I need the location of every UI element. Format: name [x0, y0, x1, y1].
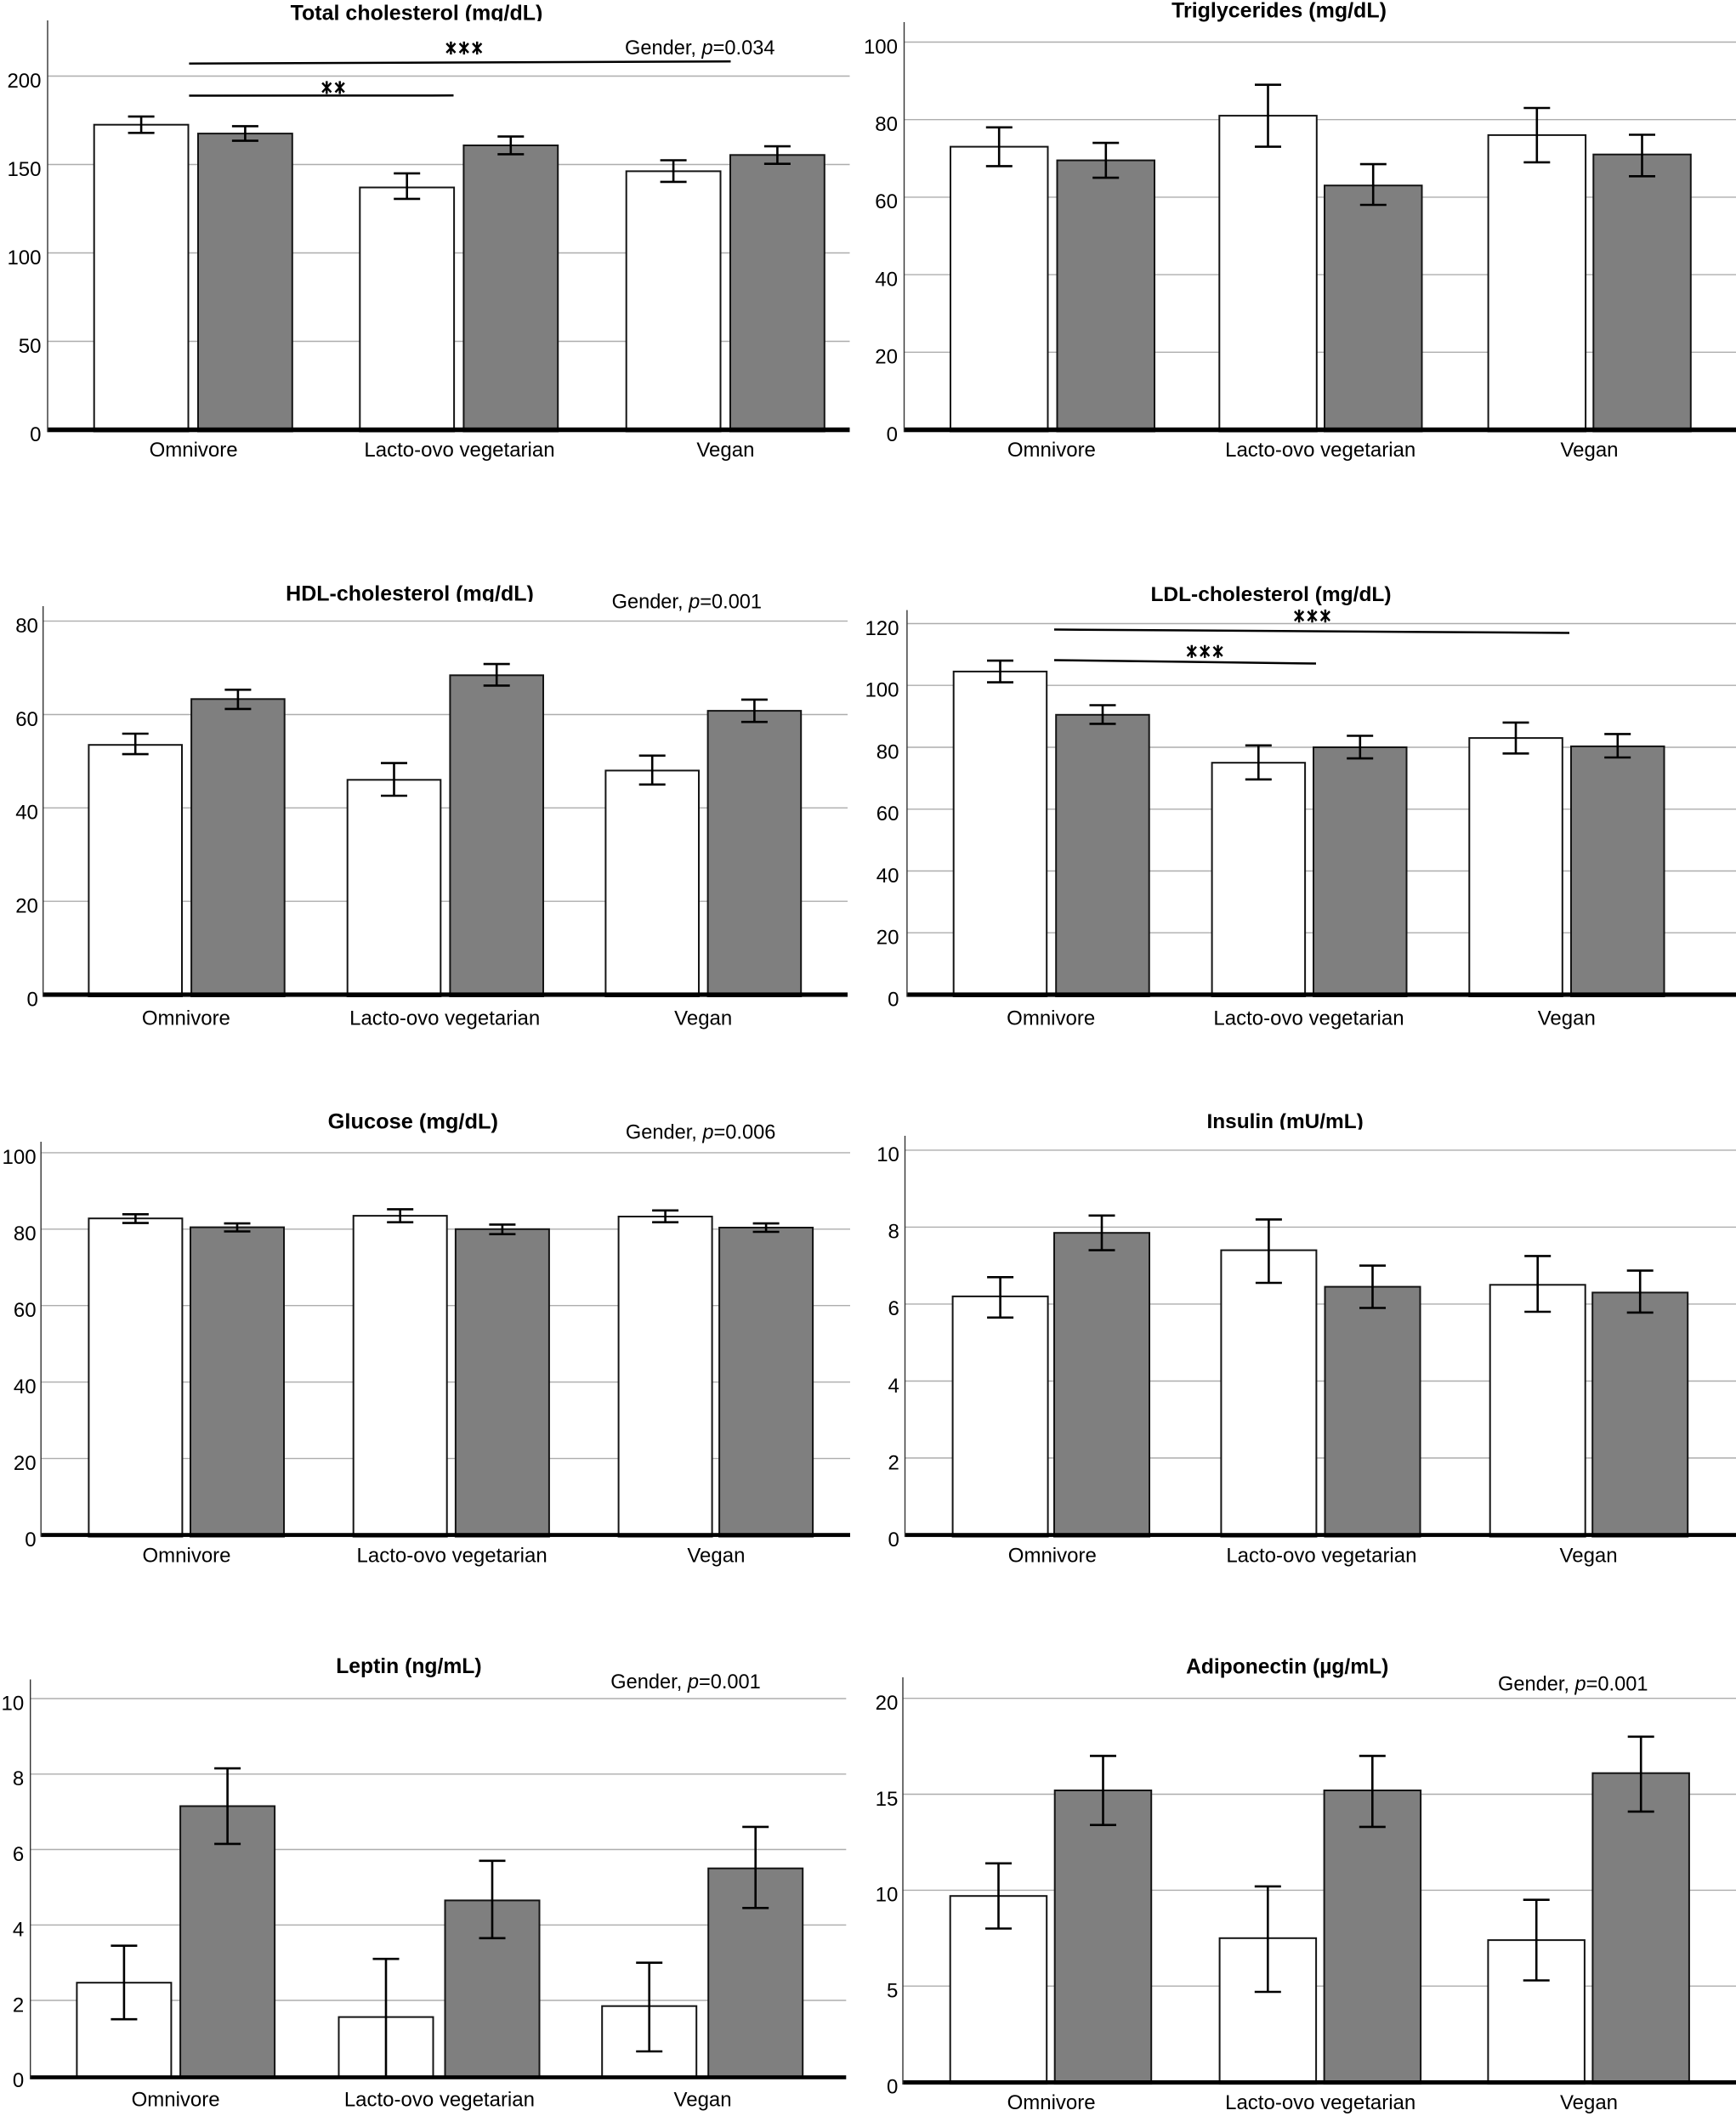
svg-text:2: 2: [13, 1994, 24, 2017]
svg-text:Lacto-ovo vegetarian: Lacto-ovo vegetarian: [1213, 1007, 1404, 1030]
svg-text:80: 80: [877, 740, 899, 763]
svg-text:100: 100: [865, 679, 899, 702]
svg-text:Gender, p=0.006: Gender, p=0.006: [626, 1121, 775, 1143]
svg-text:Vegan: Vegan: [687, 1545, 745, 1568]
svg-text:80: 80: [14, 1223, 37, 1245]
svg-text:Gender, p=0.034: Gender, p=0.034: [625, 37, 774, 60]
svg-text:2: 2: [888, 1451, 899, 1474]
svg-text:Lacto-ovo vegetarian: Lacto-ovo vegetarian: [344, 2088, 535, 2111]
svg-text:20: 20: [14, 1452, 37, 1475]
svg-text:Omnivore: Omnivore: [150, 439, 238, 462]
svg-text:Omnivore: Omnivore: [1007, 1007, 1095, 1030]
svg-text:Omnivore: Omnivore: [142, 1007, 230, 1030]
svg-text:200: 200: [7, 70, 41, 93]
svg-text:Vegan: Vegan: [1560, 439, 1618, 462]
svg-text:Lacto-ovo vegetarian: Lacto-ovo vegetarian: [1226, 1545, 1416, 1568]
svg-text:4: 4: [888, 1375, 899, 1398]
svg-text:10: 10: [876, 1884, 899, 1907]
svg-text:0: 0: [887, 2075, 898, 2098]
svg-text:Triglycerides (mg/dL): Triglycerides (mg/dL): [1172, 0, 1387, 23]
svg-text:Gender, p=0.001: Gender, p=0.001: [1498, 1674, 1648, 1696]
svg-text:8: 8: [13, 1767, 24, 1790]
svg-text:6: 6: [888, 1297, 899, 1320]
svg-text:100: 100: [3, 1146, 37, 1169]
svg-text:10: 10: [1, 1692, 24, 1715]
svg-text:5: 5: [887, 1980, 898, 2003]
svg-text:100: 100: [7, 247, 41, 269]
svg-text:60: 60: [877, 803, 899, 825]
svg-text:80: 80: [15, 615, 38, 638]
svg-text:20: 20: [876, 1692, 899, 1715]
svg-text:Omnivore: Omnivore: [1007, 439, 1096, 462]
svg-text:Lacto-ovo vegetarian: Lacto-ovo vegetarian: [1225, 2091, 1415, 2114]
svg-text:Vegan: Vegan: [696, 439, 754, 462]
svg-text:Glucose (mg/dL): Glucose (mg/dL): [328, 1110, 498, 1134]
svg-text:8: 8: [888, 1221, 899, 1244]
svg-text:20: 20: [15, 895, 38, 918]
svg-text:100: 100: [864, 36, 898, 59]
svg-text:40: 40: [14, 1376, 37, 1398]
svg-text:Leptin (ng/mL): Leptin (ng/mL): [336, 1655, 481, 1678]
svg-text:40: 40: [877, 865, 899, 888]
svg-text:Gender, p=0.001: Gender, p=0.001: [610, 1671, 760, 1693]
svg-text:Omnivore: Omnivore: [142, 1545, 230, 1568]
svg-text:60: 60: [875, 190, 898, 213]
svg-text:Lacto-ovo vegetarian: Lacto-ovo vegetarian: [349, 1007, 540, 1030]
svg-text:Vegan: Vegan: [674, 1007, 732, 1030]
svg-text:10: 10: [877, 1143, 899, 1166]
svg-text:Adiponectin (µg/mL): Adiponectin (µg/mL): [1186, 1656, 1388, 1679]
svg-text:0: 0: [13, 2069, 24, 2092]
svg-text:80: 80: [875, 113, 898, 136]
svg-text:60: 60: [14, 1299, 37, 1322]
svg-text:0: 0: [887, 423, 898, 446]
svg-text:4: 4: [13, 1919, 24, 1942]
svg-text:Vegan: Vegan: [1560, 1545, 1618, 1568]
svg-text:60: 60: [15, 708, 38, 731]
svg-text:120: 120: [865, 617, 899, 640]
svg-text:150: 150: [7, 158, 41, 181]
svg-text:0: 0: [888, 1529, 899, 1552]
svg-text:20: 20: [877, 927, 899, 950]
svg-text:LDL-cholesterol (mg/dL): LDL-cholesterol (mg/dL): [1150, 583, 1391, 606]
svg-text:Gender, p=0.001: Gender, p=0.001: [612, 592, 762, 614]
svg-text:0: 0: [888, 988, 899, 1011]
svg-text:15: 15: [876, 1788, 899, 1811]
svg-text:50: 50: [19, 335, 42, 358]
svg-text:Vegan: Vegan: [1560, 2091, 1618, 2114]
svg-text:Lacto-ovo vegetarian: Lacto-ovo vegetarian: [357, 1545, 547, 1568]
svg-text:Vegan: Vegan: [1538, 1007, 1596, 1030]
svg-text:Omnivore: Omnivore: [132, 2088, 220, 2111]
svg-text:6: 6: [13, 1843, 24, 1866]
svg-text:0: 0: [25, 1529, 36, 1552]
svg-text:Vegan: Vegan: [674, 2088, 732, 2111]
svg-text:Lacto-ovo vegetarian: Lacto-ovo vegetarian: [1225, 439, 1415, 462]
svg-text:0: 0: [30, 423, 41, 446]
svg-text:40: 40: [875, 268, 898, 291]
svg-text:20: 20: [875, 346, 898, 369]
svg-text:Lacto-ovo vegetarian: Lacto-ovo vegetarian: [364, 439, 554, 462]
svg-text:40: 40: [15, 802, 38, 825]
svg-text:Omnivore: Omnivore: [1007, 2091, 1096, 2114]
svg-text:Insulin (mU/mL): Insulin (mU/mL): [1206, 1110, 1363, 1133]
svg-text:Omnivore: Omnivore: [1008, 1545, 1097, 1568]
svg-text:0: 0: [27, 988, 38, 1011]
